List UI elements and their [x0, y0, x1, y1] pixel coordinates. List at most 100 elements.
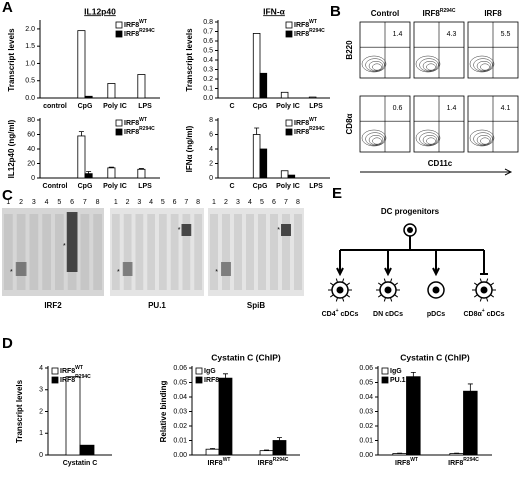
legend-swatch [115, 119, 123, 127]
y-tick-label: 0.03 [173, 408, 187, 415]
text-part: IRF8 [204, 377, 219, 384]
lane-number: 8 [96, 199, 100, 206]
superscript: R294C [309, 126, 325, 132]
contour [473, 58, 493, 72]
text-part: Poly IC [276, 103, 300, 110]
lane-smear [123, 214, 132, 290]
superscript: WT [309, 19, 317, 25]
error-bar [410, 371, 416, 377]
contour [368, 60, 384, 72]
text-part: Control [43, 183, 68, 190]
legend-swatch [285, 21, 293, 29]
contour [365, 132, 385, 146]
legend-swatch [285, 119, 293, 127]
lane-smear [55, 214, 64, 290]
progenitor-nucleus [407, 227, 413, 233]
error-bar [467, 383, 473, 392]
y-tick-label: 2 [39, 408, 43, 415]
diagram-arrow [432, 250, 440, 277]
text-part: LPS [138, 103, 152, 110]
bar [77, 30, 86, 99]
bar [287, 174, 296, 179]
dendrite [335, 297, 339, 302]
contour [480, 63, 490, 71]
lane-number: 5 [161, 199, 165, 206]
lane-number: 7 [284, 199, 288, 206]
dendrite [329, 282, 334, 286]
dendrite [329, 294, 334, 298]
bar [272, 440, 287, 456]
legend-label: IRF8R294C [124, 126, 155, 136]
dendrite [485, 278, 489, 283]
error-bar [254, 127, 260, 135]
bar [107, 83, 116, 99]
x-tick-label: C [229, 103, 234, 110]
superscript: R294C [463, 457, 479, 463]
text-part: LPS [309, 183, 323, 190]
contour [372, 63, 382, 71]
lane-number: 4 [149, 199, 153, 206]
x-tick-label: Poly IC [103, 183, 127, 190]
text-part: LPS [309, 103, 323, 110]
superscript: R294C [309, 28, 325, 34]
gel-label: IRF2 [44, 301, 62, 310]
y-tick-label: 0.8 [203, 19, 213, 26]
text-part: IRF8 [60, 377, 75, 384]
y-tick-label: 0.2 [203, 76, 213, 83]
lane-number: 6 [70, 199, 74, 206]
flow-percentage: 0.6 [393, 105, 403, 112]
superscript: WT [309, 117, 317, 123]
x-tick-label: LPS [309, 103, 323, 110]
bar [259, 148, 268, 179]
text-part: IRF8 [258, 460, 273, 467]
lane-number: 2 [126, 199, 130, 206]
x-tick-label: LPS [309, 183, 323, 190]
legend-label: IRF8WT [294, 19, 317, 29]
lane-smear [282, 214, 290, 290]
superscript: R294C [139, 28, 155, 34]
panel-label: B [330, 3, 341, 20]
lane-smear [42, 214, 51, 290]
y-tick-label: 2 [209, 160, 213, 167]
y-tick-label: 0.01 [359, 437, 373, 444]
y-axis-label: Transcript levels [15, 379, 24, 443]
y-axis-label: Transcript levels [7, 28, 16, 92]
lane-number: 5 [57, 199, 61, 206]
dendrite [341, 278, 345, 283]
text-part: pDCs [427, 311, 445, 318]
contour [469, 129, 495, 147]
dendrite [394, 282, 399, 286]
legend-swatch [195, 367, 203, 375]
contour [426, 137, 436, 145]
y-tick-label: 4 [209, 146, 213, 153]
text-part: IRF8 [294, 129, 309, 136]
legend-label: IRF8R294C [60, 374, 91, 384]
text-part: IRF8 [294, 31, 309, 38]
legend-swatch [115, 30, 123, 38]
lane-smear [112, 214, 120, 290]
text-part: IRF8 [294, 22, 309, 29]
cell-nucleus [432, 286, 440, 294]
flow-x-label: CD11c [428, 159, 453, 168]
contour [368, 134, 384, 146]
contour [415, 55, 441, 73]
lane-number: 5 [260, 199, 264, 206]
y-tick-label: 4 [39, 365, 43, 372]
x-tick-label: IRF8WT [208, 457, 231, 467]
superscript: WT [223, 457, 231, 463]
text-part: Poly IC [103, 183, 127, 190]
bar [252, 33, 261, 99]
band [281, 224, 291, 236]
gel-label: SpiB [247, 301, 265, 310]
gel [110, 208, 204, 296]
bar [308, 96, 317, 99]
lane-smear [80, 214, 90, 290]
lane-smear [147, 214, 155, 290]
text-part: IRF8 [448, 460, 463, 467]
contour [480, 137, 490, 145]
bar [84, 95, 93, 99]
diagram-branch [340, 236, 484, 251]
legend-swatch [381, 367, 389, 375]
text-part: CpG [253, 183, 268, 190]
